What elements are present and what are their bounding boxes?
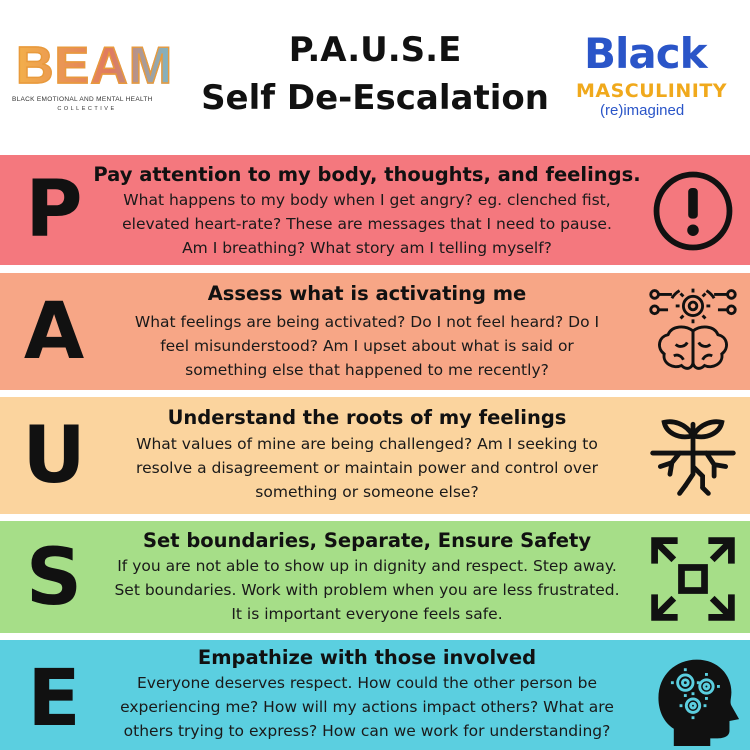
step-u-line-2: resolve a disagreement or maintain power… bbox=[136, 459, 598, 477]
step-u-line-1: What values of mine are being challenged… bbox=[136, 435, 598, 453]
step-a-heading: Assess what is activating me bbox=[207, 282, 527, 305]
header: BEAM BLACK EMOTIONAL AND MENTAL HEALTH C… bbox=[0, 0, 750, 150]
step-u-band: U Understand the roots of my feelings Wh… bbox=[0, 397, 750, 514]
step-p-band: P Pay attention to my body, thoughts, an… bbox=[0, 155, 750, 265]
brain-gears-icon bbox=[645, 281, 741, 377]
beam-logo-subtitle: BLACK EMOTIONAL AND MENTAL HEALTH bbox=[12, 96, 153, 103]
step-s-line-3: It is important everyone feels safe. bbox=[231, 605, 503, 623]
step-e-body: Everyone deserves respect. How could the… bbox=[82, 671, 652, 743]
step-a-line-1: What feelings are being activated? Do I … bbox=[134, 313, 600, 331]
step-s-line-1: If you are not able to show up in dignit… bbox=[117, 557, 617, 575]
beam-logo-collective: COLLECTIVE bbox=[57, 106, 117, 112]
step-s-line-2: Set boundaries. Work with problem when y… bbox=[114, 581, 620, 599]
step-p-letter: P bbox=[25, 165, 83, 255]
step-s-band: S Set boundaries, Separate, Ensure Safet… bbox=[0, 521, 750, 633]
step-a-body: What feelings are being activated? Do I … bbox=[82, 310, 652, 382]
bm-logo-reimagined: (re)imagined bbox=[600, 102, 685, 119]
title-line-1: P.A.U.S.E bbox=[288, 30, 462, 70]
step-e-line-3: others trying to express? How can we wor… bbox=[123, 722, 611, 740]
step-e-line-1: Everyone deserves respect. How could the… bbox=[136, 674, 598, 692]
step-u-letter: U bbox=[22, 411, 86, 501]
step-u-line-3: something or someone else? bbox=[255, 483, 479, 501]
step-p-line-3: Am I breathing? What story am I telling … bbox=[182, 239, 552, 257]
expand-arrows-icon bbox=[645, 531, 741, 627]
black-masculinity-logo: Black MASCULINITY (re)imagined bbox=[572, 30, 732, 130]
plant-roots-icon bbox=[645, 407, 741, 503]
step-p-line-1: What happens to my body when I get angry… bbox=[123, 191, 611, 209]
step-p-line-2: elevated heart-rate? These are messages … bbox=[122, 215, 612, 233]
step-a-line-2: feel misunderstood? Am I upset about wha… bbox=[160, 337, 574, 355]
step-s-letter: S bbox=[25, 533, 83, 623]
exclamation-circle-icon bbox=[645, 163, 741, 259]
beam-logo-word: BEAM bbox=[15, 37, 174, 95]
bm-logo-black: Black bbox=[584, 29, 708, 78]
step-e-letter: E bbox=[27, 654, 81, 744]
step-u-body: What values of mine are being challenged… bbox=[82, 432, 652, 504]
step-p-heading: Pay attention to my body, thoughts, and … bbox=[93, 163, 641, 186]
title-line-2: Self De-Escalation bbox=[201, 78, 549, 118]
step-e-heading: Empathize with those involved bbox=[197, 646, 537, 669]
step-a-line-3: something else that happened to me recen… bbox=[185, 361, 549, 379]
step-a-band: A Assess what is activating me What feel… bbox=[0, 273, 750, 390]
step-e-line-2: experiencing me? How will my actions imp… bbox=[120, 698, 614, 716]
page-title: P.A.U.S.E Self De-Escalation bbox=[175, 26, 575, 122]
head-gears-icon bbox=[645, 650, 741, 750]
step-e-band: E Empathize with those involved Everyone… bbox=[0, 640, 750, 750]
step-p-body: What happens to my body when I get angry… bbox=[82, 188, 652, 260]
step-a-letter: A bbox=[23, 287, 85, 377]
step-u-heading: Understand the roots of my feelings bbox=[167, 406, 567, 429]
beam-logo: BEAM BLACK EMOTIONAL AND MENTAL HEALTH C… bbox=[12, 37, 173, 118]
bm-logo-masculinity: MASCULINITY bbox=[576, 80, 728, 102]
step-s-heading: Set boundaries, Separate, Ensure Safety bbox=[142, 529, 592, 552]
step-s-body: If you are not able to show up in dignit… bbox=[82, 554, 652, 626]
